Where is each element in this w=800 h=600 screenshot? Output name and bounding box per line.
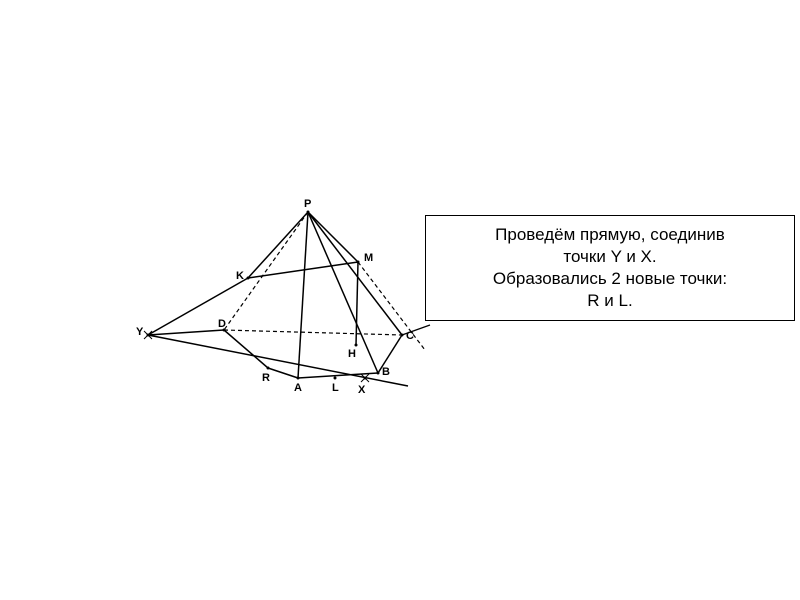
label-R: R — [262, 372, 270, 384]
geometric-diagram: P M K Y D C H R A L B X — [140, 200, 460, 420]
edge-YD — [148, 330, 224, 335]
edge-DC-dashed — [224, 330, 402, 335]
point-B — [377, 372, 380, 375]
text-line-4: R и L. — [432, 290, 788, 312]
description-box: Проведём прямую, соединив точки Y и X. О… — [425, 215, 795, 321]
edge-PB — [308, 212, 378, 373]
point-C — [401, 334, 404, 337]
edge-PA — [298, 212, 308, 378]
point-H — [355, 344, 358, 347]
line-YX — [148, 335, 408, 386]
text-line-2: точки Y и X. — [432, 246, 788, 268]
point-L — [334, 377, 337, 380]
point-A — [297, 377, 300, 380]
label-P: P — [304, 198, 311, 210]
edge-PM — [308, 212, 358, 262]
label-H: H — [348, 348, 356, 360]
edge-KY — [148, 278, 248, 335]
edge-PC — [308, 212, 402, 335]
text-line-3: Образовались 2 новые точки: — [432, 268, 788, 290]
point-P — [307, 211, 310, 214]
point-M — [357, 261, 360, 264]
label-A: A — [294, 382, 302, 394]
label-C: C — [406, 330, 414, 342]
label-K: K — [236, 270, 244, 282]
label-L: L — [332, 382, 339, 394]
edge-M-ext-dashed — [358, 262, 425, 350]
point-K — [247, 277, 250, 280]
label-M: M — [364, 252, 373, 264]
point-R — [267, 367, 270, 370]
label-B: B — [382, 366, 390, 378]
edge-KM — [248, 262, 358, 278]
text-line-1: Проведём прямую, соединив — [432, 224, 788, 246]
edge-PK — [248, 212, 308, 278]
edge-RA — [268, 368, 298, 378]
label-D: D — [218, 318, 226, 330]
label-Y: Y — [136, 326, 143, 338]
label-X: X — [358, 384, 365, 396]
edge-DR — [224, 330, 268, 368]
